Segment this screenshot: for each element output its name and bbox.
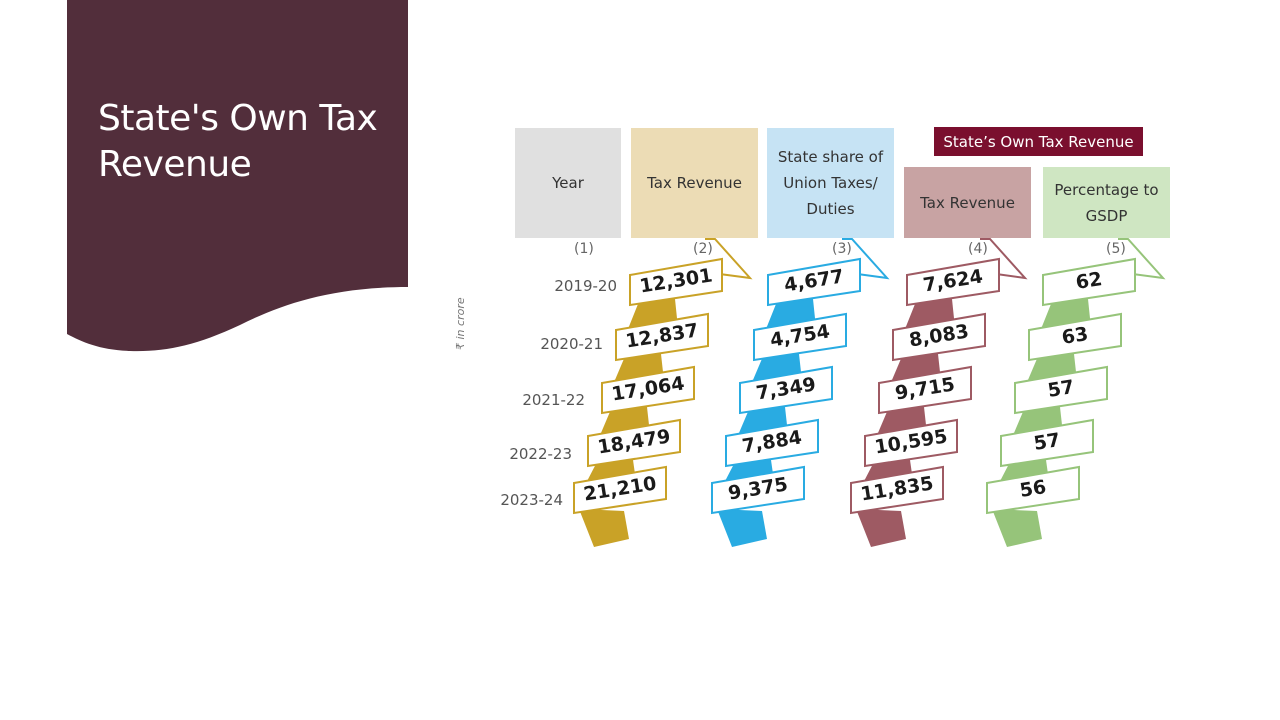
ribbon-tail bbox=[980, 238, 1028, 280]
header-tax-revenue: Tax Revenue bbox=[631, 128, 758, 238]
value-band bbox=[753, 312, 847, 362]
ribbon-fold bbox=[717, 509, 767, 547]
header-year: Year bbox=[515, 128, 621, 238]
value-band bbox=[1014, 365, 1108, 415]
value-band bbox=[725, 418, 819, 468]
slide-title: State's Own Tax Revenue bbox=[98, 98, 378, 185]
column-number-5: (5) bbox=[1106, 241, 1126, 257]
year-label: 2021-22 bbox=[522, 391, 585, 409]
value-band bbox=[601, 365, 695, 415]
value-band bbox=[906, 257, 1000, 307]
tax-revenue-infographic: Year Tax Revenue State share of Union Ta… bbox=[454, 110, 1210, 570]
value-band bbox=[629, 257, 723, 307]
value-band bbox=[615, 312, 709, 362]
header-own-tax-revenue: Tax Revenue bbox=[904, 167, 1031, 238]
value-band bbox=[878, 365, 972, 415]
year-label: 2022-23 bbox=[509, 445, 572, 463]
value-band bbox=[573, 465, 667, 515]
value-label-pct-gsdp: 57 bbox=[1032, 429, 1062, 455]
year-label: 2019-20 bbox=[554, 277, 617, 295]
value-label-pct-gsdp: 62 bbox=[1074, 268, 1104, 294]
value-band bbox=[864, 418, 958, 468]
value-band bbox=[986, 465, 1080, 515]
ribbon-columns: 12,30112,83717,06418,47921,2104,6774,754… bbox=[573, 238, 1166, 547]
ribbon-tail bbox=[842, 238, 890, 280]
ribbon-fold bbox=[856, 509, 906, 547]
group-label-own-tax-revenue: State’s Own Tax Revenue bbox=[934, 127, 1143, 156]
value-label-pct-gsdp: 63 bbox=[1060, 323, 1090, 349]
ribbon-fold bbox=[992, 509, 1042, 547]
header-union-share: State share of Union Taxes/ Duties bbox=[767, 128, 894, 238]
year-label: 2020-21 bbox=[540, 335, 603, 353]
ribbon-tail bbox=[705, 238, 753, 280]
year-label: 2023-24 bbox=[500, 491, 563, 509]
column-number-1: (1) bbox=[574, 241, 594, 257]
value-band bbox=[1028, 312, 1122, 362]
header-pct-gsdp: Percentage to GSDP bbox=[1043, 167, 1170, 238]
value-label-pct-gsdp: 56 bbox=[1018, 476, 1048, 502]
value-label-pct-gsdp: 57 bbox=[1046, 376, 1076, 402]
value-band bbox=[1000, 418, 1094, 468]
unit-label: ₹ in crore bbox=[454, 297, 467, 350]
ribbon-fold bbox=[579, 509, 629, 547]
ribbon-pct-gsdp: 62 63 57 57 56 bbox=[986, 238, 1166, 547]
column-number-3: (3) bbox=[832, 241, 852, 257]
value-band bbox=[587, 418, 681, 468]
column-number-2: (2) bbox=[693, 241, 713, 257]
value-band bbox=[767, 257, 861, 307]
value-band bbox=[1042, 257, 1136, 307]
column-number-4: (4) bbox=[968, 241, 988, 257]
value-band bbox=[892, 312, 986, 362]
value-band bbox=[850, 465, 944, 515]
value-band bbox=[739, 365, 833, 415]
value-band bbox=[711, 465, 805, 515]
ribbon-tail bbox=[1118, 238, 1166, 280]
